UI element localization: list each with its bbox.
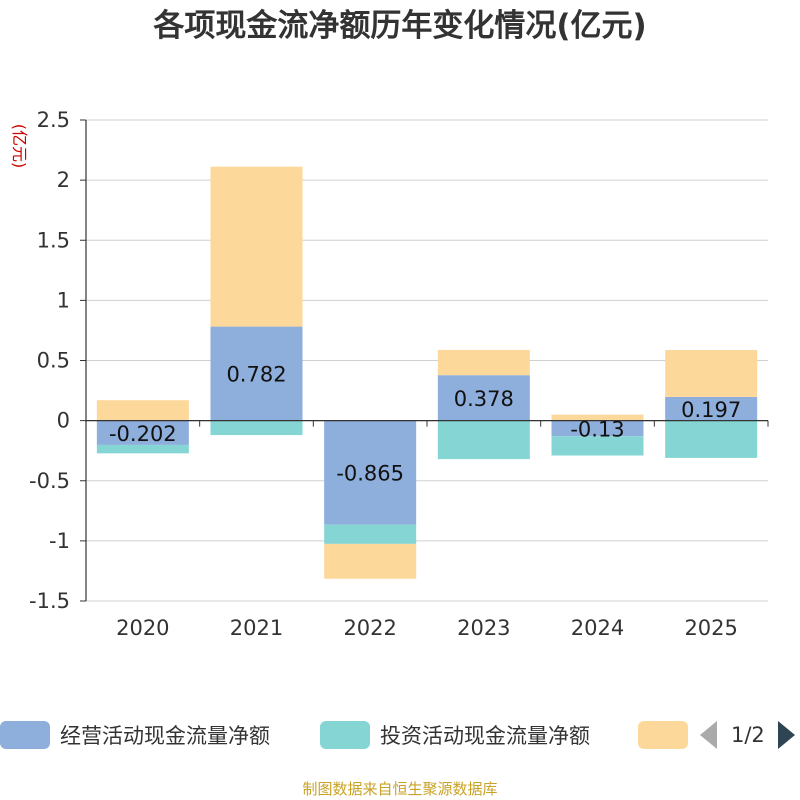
bar-2-2023[interactable] [437,420,530,460]
bar-labels: -0.202 0.782 -0.865 0.378 -0.13 0.197 [109,363,741,486]
bar-3-2023[interactable] [437,349,530,376]
data-label: -0.865 [336,462,404,486]
bar-1-2021[interactable] [210,326,303,421]
data-label: 0.782 [226,363,286,387]
y-tick-label: 0.5 [37,349,70,373]
bar-1-2022[interactable] [324,420,417,525]
y-tick-label: -1.5 [29,589,70,613]
data-label: 0.378 [454,387,514,411]
x-tick-label: 2021 [230,616,283,640]
legend-page-indicator: 1/2 [731,723,765,747]
legend-pager: 1/2 [700,718,795,752]
legend-swatch-operating [0,721,50,749]
y-tick-label: 2.5 [37,108,70,132]
bar-2-2020[interactable] [96,444,189,454]
source-note: 制图数据来自恒生聚源数据库 [302,780,498,798]
bar-2-2025[interactable] [665,420,758,458]
x-tick-label: 2022 [343,616,396,640]
bar-3-2021[interactable] [210,166,303,327]
y-tick-label: 0 [57,409,70,433]
y-tick-label: 2 [57,168,70,192]
y-tick-label: 1.5 [37,228,70,252]
bar-2-2022[interactable] [324,524,417,544]
legend-label-investing: 投资活动现金流量净额 [380,724,590,748]
y-tick-label: -0.5 [29,469,70,493]
x-tick-label: 2024 [571,616,624,640]
data-label: -0.202 [109,422,177,446]
bars [96,166,758,579]
x-tick-label: 2025 [684,616,737,640]
bar-3-2025[interactable] [665,350,758,397]
x-tick-label: 2020 [116,616,169,640]
legend-next-page-icon[interactable] [777,721,795,749]
bar-3-2024[interactable] [551,414,644,421]
bar-3-2020[interactable] [96,400,189,421]
x-tick-label: 2023 [457,616,510,640]
bar-1-2024[interactable] [551,420,644,437]
bar-1-2025[interactable] [665,396,758,421]
legend-prev-page-icon[interactable] [700,721,717,749]
legend-swatch-investing [320,721,370,749]
y-tick-label: 1 [57,288,70,312]
data-label: -0.13 [570,417,624,441]
chart-title: 各项现金流净额历年变化情况(亿元) [153,8,647,44]
legend: 经营活动现金流量净额 投资活动现金流量净额 1/2 [0,712,800,758]
bar-3-2022[interactable] [324,543,417,579]
bar-2-2024[interactable] [551,436,644,456]
bar-1-2023[interactable] [437,375,530,421]
legend-item-investing[interactable]: 投资活动现金流量净额 [320,718,590,752]
bar-2-2021[interactable] [210,420,303,436]
chart-plot: -1.5 -1 -0.5 0 0.5 1 1.5 2 2.5 2020 2021 2022 2023 20… [10,108,769,640]
y-axis-unit: (亿元) [10,124,29,169]
y-tick-label: -1 [49,529,70,553]
legend-label-operating: 经营活动现金流量净额 [60,724,270,748]
legend-item-financing[interactable] [638,718,688,752]
axes: -1.5 -1 -0.5 0 0.5 1 1.5 2 2.5 2020 2021 2022 2023 20… [29,108,769,640]
legend-item-operating[interactable]: 经营活动现金流量净额 [0,718,270,752]
legend-swatch-financing [638,721,688,749]
data-label: 0.197 [681,398,741,422]
bar-1-2020[interactable] [96,420,189,445]
